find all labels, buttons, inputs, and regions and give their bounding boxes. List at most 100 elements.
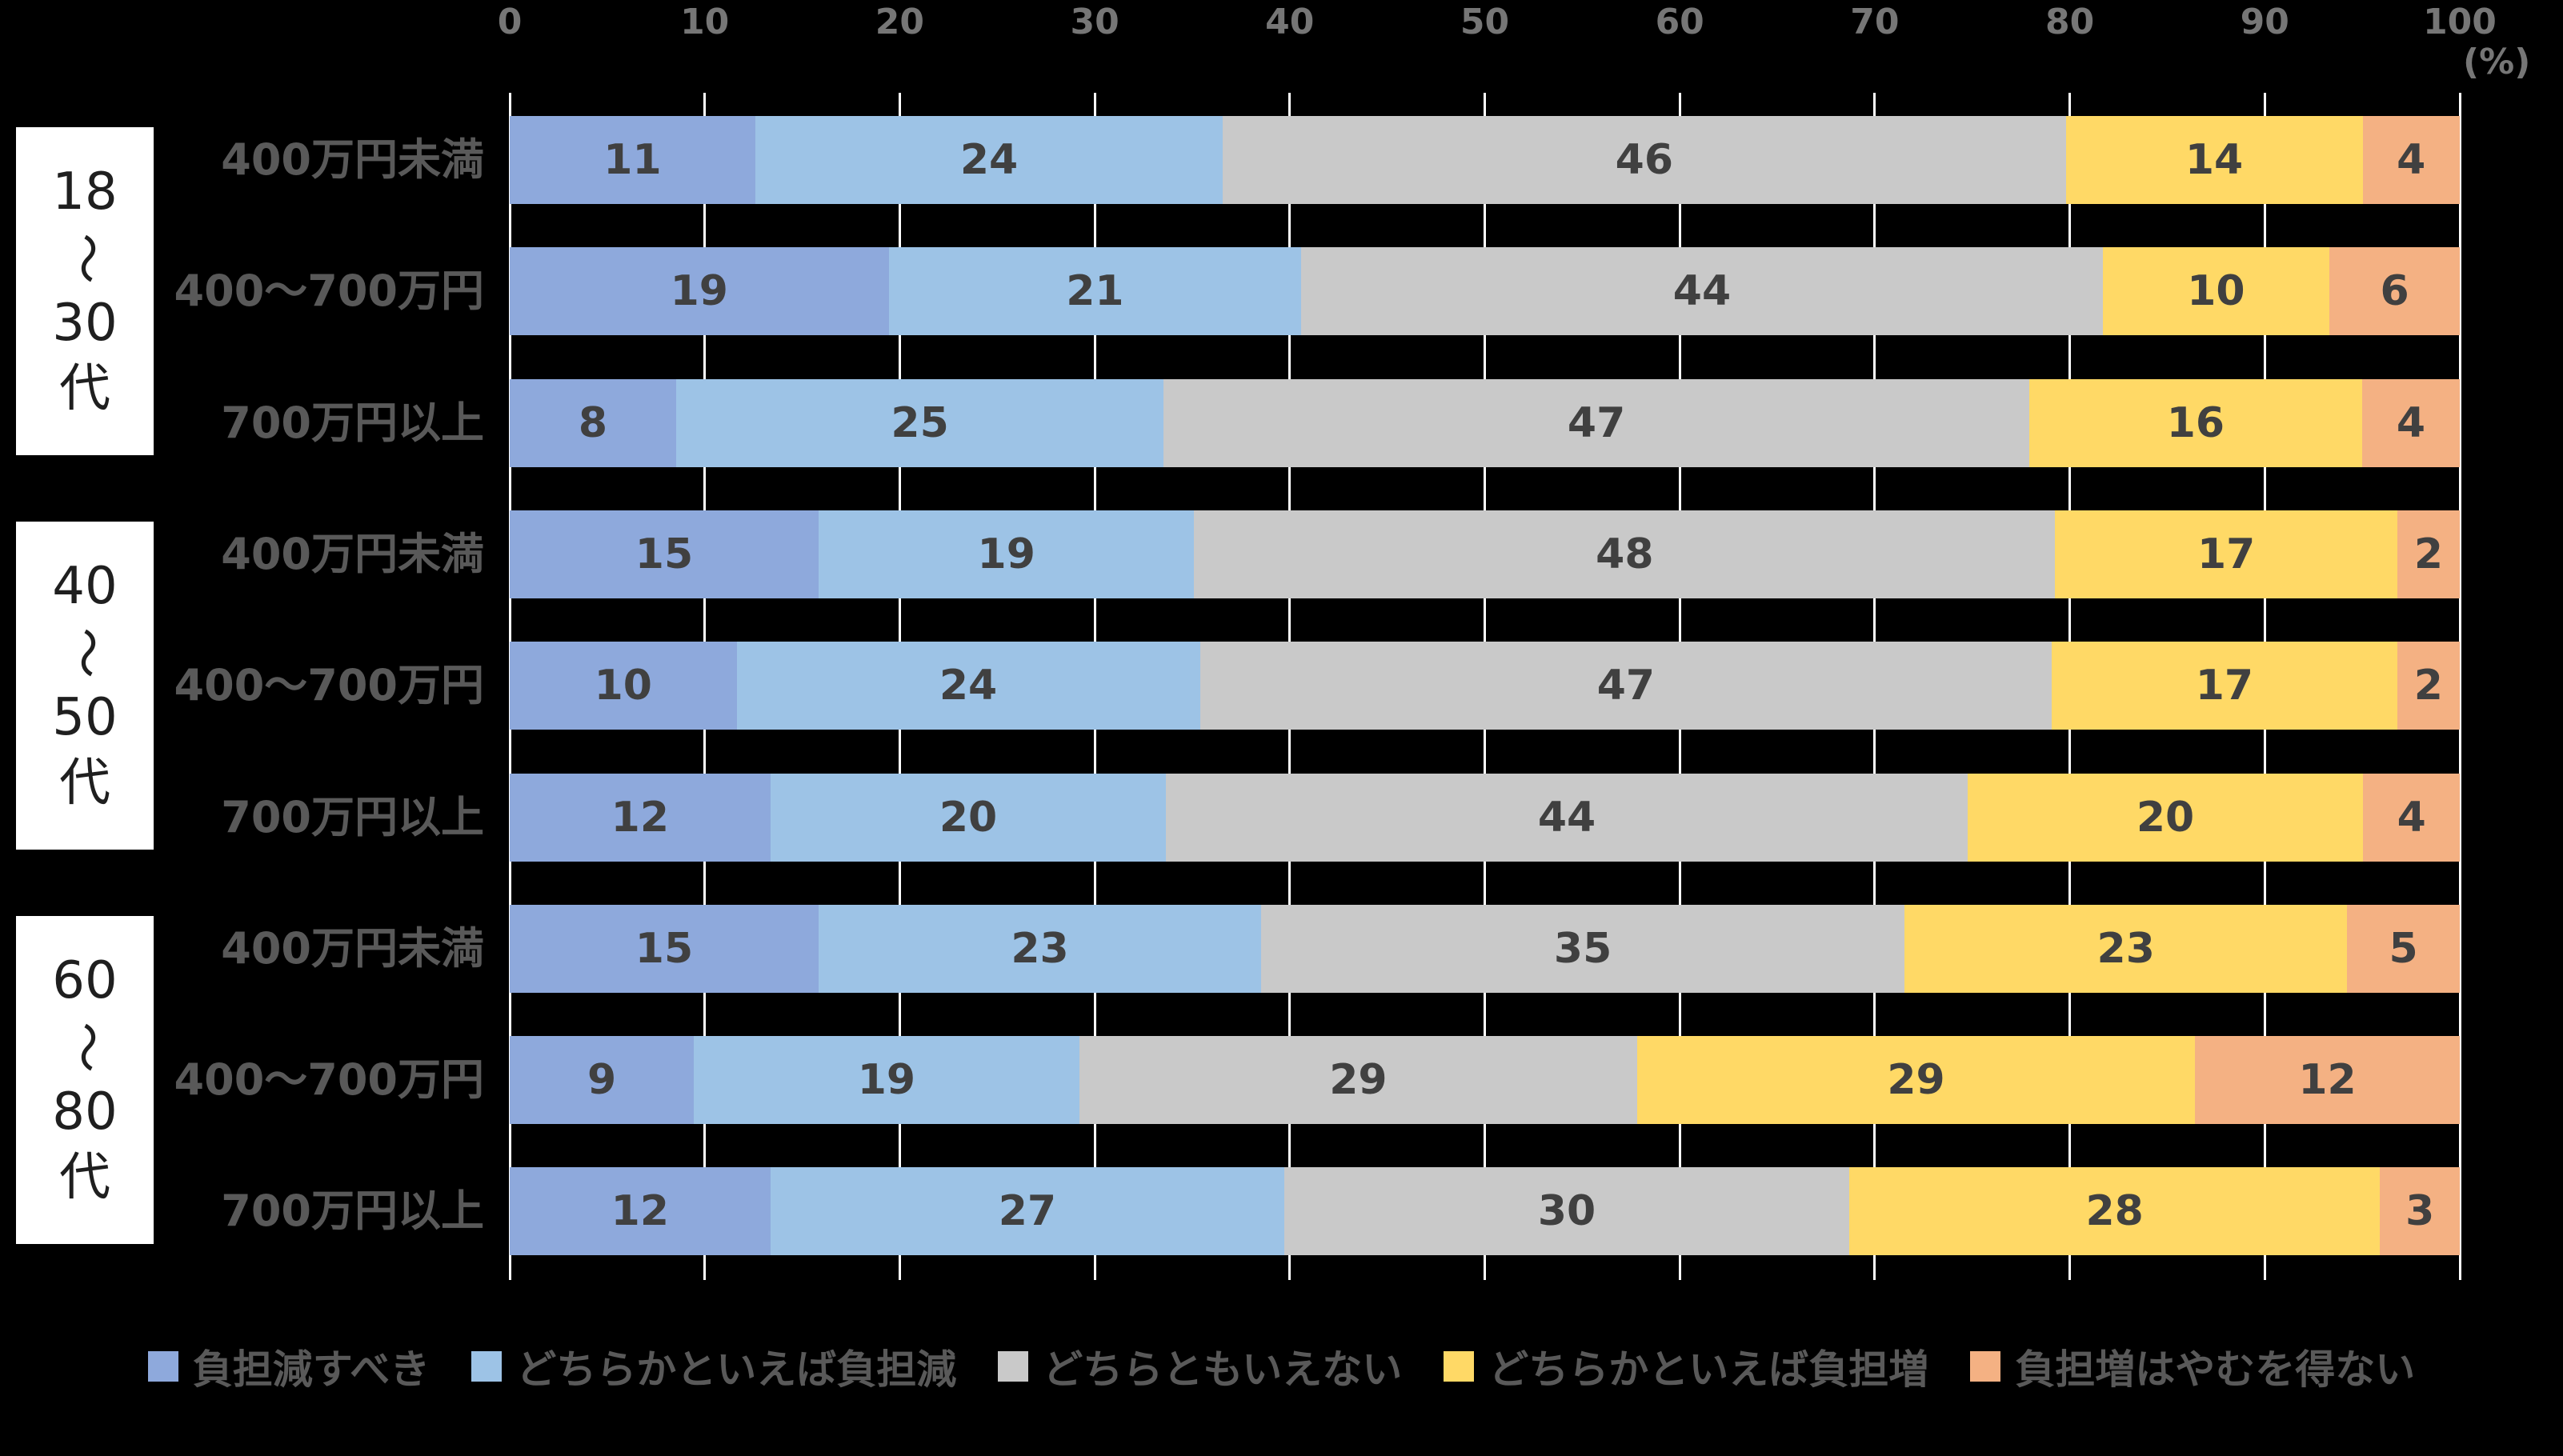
value-label: 4 xyxy=(2396,398,2426,447)
bar-row: 10 24 47 17 2 xyxy=(510,642,2460,730)
legend-label: どちらかといえば負担減 xyxy=(516,1346,957,1393)
axis-tick-label: 40 xyxy=(1265,2,1315,42)
value-label: 11 xyxy=(603,136,662,184)
gridline xyxy=(2458,117,2461,1280)
bar-segment: 2 xyxy=(2397,510,2460,598)
bar-segment: 3 xyxy=(2380,1167,2460,1256)
bar-segment: 4 xyxy=(2362,116,2460,204)
axis-tick-label: 50 xyxy=(1460,2,1510,42)
axis-tick-label: 30 xyxy=(1070,2,1119,42)
value-label: 15 xyxy=(635,530,694,578)
bar-segment: 15 xyxy=(510,510,819,598)
bar-segment: 28 xyxy=(1848,1167,2381,1256)
value-label: 24 xyxy=(939,662,998,710)
bar-segment: 19 xyxy=(694,1036,1079,1125)
value-label: 12 xyxy=(611,793,670,842)
value-label: 19 xyxy=(977,530,1035,578)
group-label-box: 40 ～ 50 代 xyxy=(16,522,154,850)
bar-row: 15 19 48 17 2 xyxy=(510,510,2460,598)
legend-swatch xyxy=(998,1351,1029,1382)
axis-tick-mark xyxy=(1678,93,1681,117)
group-label-line: 60 xyxy=(52,951,118,1011)
legend-item: 負担増はやむを得ない xyxy=(1970,1338,2415,1395)
bar-segment: 44 xyxy=(1166,773,1968,862)
value-label: 17 xyxy=(2197,530,2256,578)
category-label: 400万円未満 xyxy=(221,528,484,579)
value-label: 47 xyxy=(1567,398,1626,447)
group-label-box: 60 ～ 80 代 xyxy=(16,916,154,1245)
category-label: 400～700万円 xyxy=(174,1054,484,1106)
value-label: 6 xyxy=(2380,267,2409,316)
category-label: 700万円以上 xyxy=(221,397,484,448)
legend-swatch xyxy=(147,1351,178,1382)
group-label-line: 40 xyxy=(52,557,118,617)
value-label: 46 xyxy=(1615,136,1674,184)
bar-segment: 46 xyxy=(1223,116,2066,204)
category-label: 400万円未満 xyxy=(221,134,484,185)
value-label: 17 xyxy=(2195,662,2254,710)
axis-tick-mark xyxy=(2068,93,2072,117)
bar-segment: 20 xyxy=(770,773,1167,862)
legend-item: どちらともいえない xyxy=(998,1338,1402,1395)
bar-segment: 12 xyxy=(510,773,771,862)
group-label-line: ～ xyxy=(55,1022,115,1074)
value-label: 29 xyxy=(1887,1056,1945,1105)
bar-segment: 15 xyxy=(510,904,819,993)
bar-segment: 30 xyxy=(1284,1167,1849,1256)
group-label-box: 18 ～ 30 代 xyxy=(16,127,154,456)
legend-item: どちらかといえば負担減 xyxy=(471,1338,956,1395)
axis-tick-label: 80 xyxy=(2044,2,2095,42)
value-label: 20 xyxy=(2136,793,2195,842)
bar-segment: 29 xyxy=(1079,1036,1637,1125)
bar-segment: 19 xyxy=(818,510,1195,598)
group-label-line: 80 xyxy=(52,1082,118,1142)
bar-segment: 24 xyxy=(736,642,1200,730)
value-label: 24 xyxy=(959,136,1019,184)
legend-swatch xyxy=(1444,1351,1475,1382)
bar-segment: 29 xyxy=(1636,1036,2196,1125)
group-label-line: ～ xyxy=(55,627,115,679)
bar-segment: 44 xyxy=(1301,247,2103,336)
bar-segment: 14 xyxy=(2065,116,2363,204)
value-label: 25 xyxy=(891,398,949,447)
group-label-line: ～ xyxy=(55,233,115,285)
bar-row: 11 24 46 14 4 xyxy=(510,116,2460,204)
value-label: 28 xyxy=(2085,1187,2144,1236)
axis-tick-mark xyxy=(1288,93,1292,117)
legend-label: 負担増はやむを得ない xyxy=(2015,1346,2416,1393)
value-label: 19 xyxy=(857,1056,916,1105)
bar-segment: 20 xyxy=(1967,773,2364,862)
axis-tick-mark xyxy=(1093,93,1096,117)
value-label: 44 xyxy=(1537,793,1596,842)
bar-segment: 24 xyxy=(755,116,1223,204)
bar-segment: 4 xyxy=(2361,378,2460,467)
legend-item: どちらかといえば負担増 xyxy=(1444,1338,1928,1395)
bar-row: 15 23 35 23 5 xyxy=(510,904,2460,993)
value-label: 9 xyxy=(587,1056,617,1105)
axis-tick-label: 0 xyxy=(497,2,523,42)
bar-segment: 12 xyxy=(2195,1036,2461,1125)
value-label: 14 xyxy=(2185,136,2244,184)
legend-swatch xyxy=(471,1351,503,1382)
group-label-line: 18 xyxy=(52,162,118,222)
legend-label: 負担減すべき xyxy=(192,1346,431,1393)
bar-segment: 25 xyxy=(675,378,1164,467)
bar-segment: 48 xyxy=(1194,510,2056,598)
bar-segment: 17 xyxy=(2052,642,2397,730)
value-label: 12 xyxy=(2298,1056,2357,1105)
value-label: 4 xyxy=(2397,136,2426,184)
value-label: 29 xyxy=(1329,1056,1388,1105)
bar-segment: 8 xyxy=(510,378,676,467)
axis-tick-label: 100 xyxy=(2423,2,2497,42)
value-label: 3 xyxy=(2405,1187,2435,1236)
category-label: 400～700万円 xyxy=(174,660,484,711)
value-label: 16 xyxy=(2166,398,2225,447)
value-label: 20 xyxy=(939,793,998,842)
value-label: 4 xyxy=(2397,793,2426,842)
value-label: 8 xyxy=(578,398,608,447)
bar-segment: 21 xyxy=(888,247,1302,336)
bar-segment: 16 xyxy=(2028,378,2362,467)
value-label: 12 xyxy=(611,1187,670,1236)
bar-row: 19 21 44 10 6 xyxy=(510,247,2460,336)
